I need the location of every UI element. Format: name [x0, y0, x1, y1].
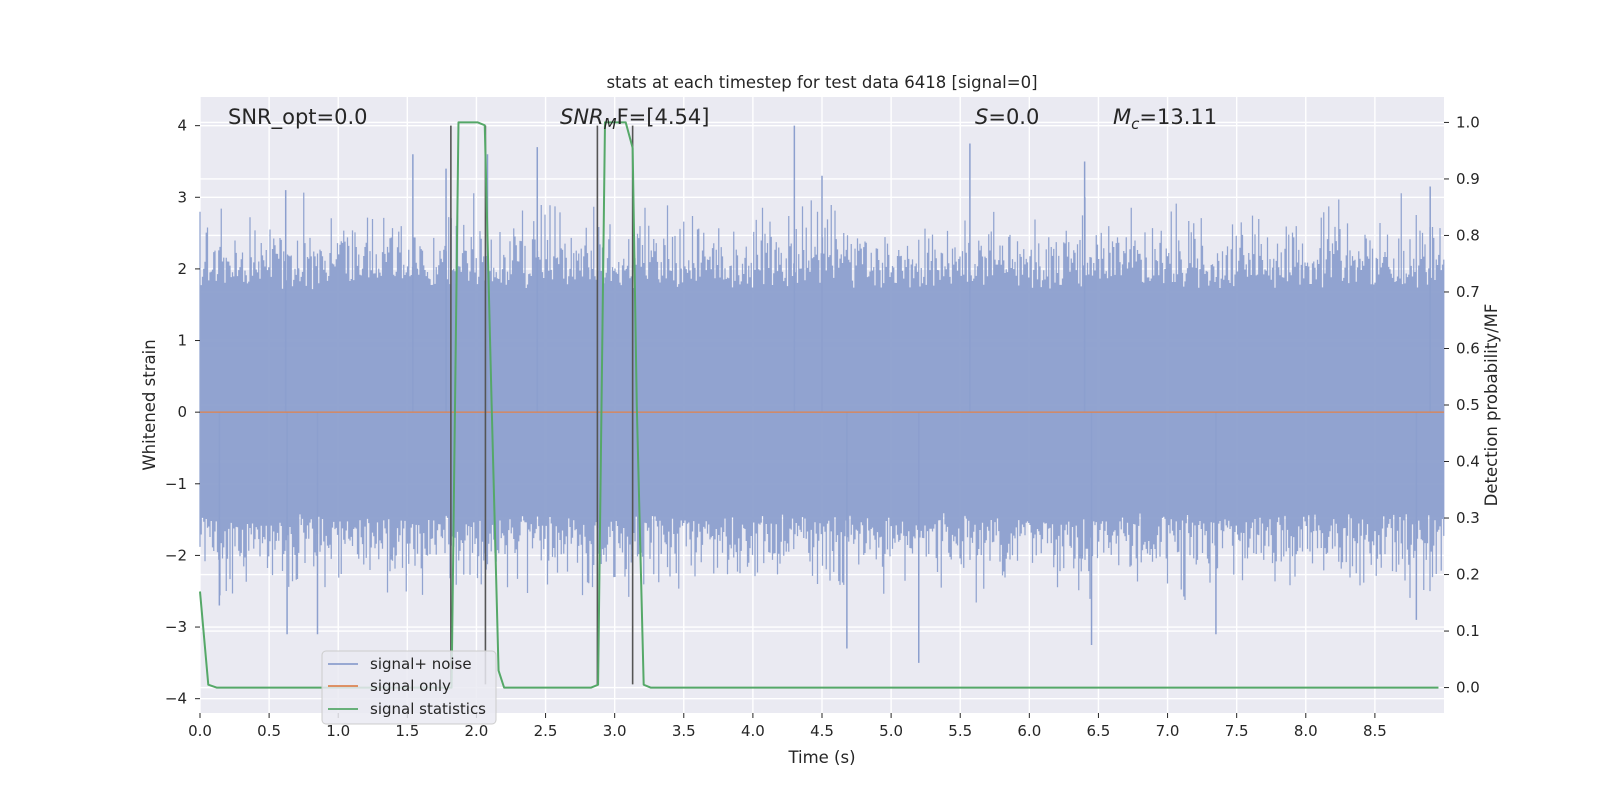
noise-trace — [199, 192, 1445, 603]
x-tick-label: 1.5 — [395, 722, 419, 740]
annotation-snr-opt: SNR_opt=0.0 — [228, 105, 368, 130]
left-y-axis-ticks: −4 −3 −2 −1 0 1 2 3 4 — [165, 117, 200, 708]
x-tick-label: 4.0 — [741, 722, 765, 740]
x-axis-label: Time (s) — [787, 748, 855, 767]
right-y-axis-label: Detection probability/MF — [1482, 304, 1501, 507]
left-y-tick-label: −2 — [165, 546, 187, 564]
left-y-tick-label: 1 — [177, 332, 187, 350]
x-tick-label: 0.5 — [257, 722, 281, 740]
x-tick-label: 2.5 — [534, 722, 558, 740]
legend-label-signal-only: signal only — [370, 677, 451, 695]
annotation-mc: Mc=13.11 — [1113, 105, 1217, 133]
left-y-tick-label: −4 — [165, 690, 187, 708]
annotation-s-rest: =0.0 — [988, 105, 1039, 129]
x-tick-label: 7.0 — [1156, 722, 1180, 740]
left-y-axis-label: Whitened strain — [140, 339, 159, 470]
right-y-axis-ticks: 0.0 0.1 0.2 0.3 0.4 0.5 0.6 0.7 0.8 0.9 1.0 — [1444, 113, 1480, 697]
vertical-markers — [450, 125, 634, 685]
legend-box — [321, 650, 497, 725]
x-tick-label: 8.5 — [1363, 722, 1387, 740]
left-y-tick-label: 2 — [177, 260, 187, 278]
annotation-s-base: S — [975, 105, 988, 129]
x-tick-label: 3.0 — [603, 722, 627, 740]
right-y-tick-label: 0.2 — [1456, 566, 1480, 584]
left-y-tick-label: −1 — [165, 475, 187, 493]
left-y-tick-label: 4 — [177, 117, 187, 135]
x-tick-label: 1.0 — [326, 722, 350, 740]
annotation-snr-mf-sub: M — [604, 115, 617, 133]
legend-label-signal-statistics: signal statistics — [370, 700, 486, 718]
right-y-tick-label: 0.3 — [1456, 509, 1480, 527]
legend-label-signal-noise: signal+ noise — [370, 655, 472, 673]
x-tick-label: 6.0 — [1017, 722, 1041, 740]
right-y-tick-label: 0.6 — [1456, 339, 1480, 357]
series-signal-noise — [199, 125, 1445, 663]
x-tick-label: 3.5 — [672, 722, 696, 740]
right-y-tick-label: 0.8 — [1456, 226, 1480, 244]
annotation-snr-mf: SNRMF=[4.54] — [560, 105, 709, 133]
left-y-tick-label: 0 — [177, 403, 187, 421]
left-y-tick-label: −3 — [165, 618, 187, 636]
right-y-tick-label: 0.9 — [1456, 170, 1480, 188]
right-y-tick-label: 0.4 — [1456, 453, 1480, 471]
x-axis-ticks: 0.0 0.5 1.0 1.5 2.0 2.5 3.0 3.5 4.0 4.5 5.0 5.5 6.0 6… — [188, 713, 1387, 740]
right-y-tick-label: 1.0 — [1456, 113, 1480, 131]
annotation-snr-mf-base: SNR — [560, 105, 604, 129]
right-y-tick-label: 0.1 — [1456, 622, 1480, 640]
x-tick-label: 5.5 — [948, 722, 972, 740]
x-tick-label: 0.0 — [188, 722, 212, 740]
legend: signal+ noise signal only signal statist… — [321, 650, 497, 725]
annotation-snr-mf-rest: F=[4.54] — [617, 105, 710, 129]
annotation-mc-sub: c — [1131, 115, 1140, 133]
x-tick-label: 7.5 — [1225, 722, 1249, 740]
x-tick-label: 8.0 — [1294, 722, 1318, 740]
left-y-tick-label: 3 — [177, 188, 187, 206]
right-y-tick-label: 0.0 — [1456, 679, 1480, 697]
annotation-s: S=0.0 — [975, 105, 1039, 129]
x-tick-label: 6.5 — [1087, 722, 1111, 740]
chart-title: stats at each timestep for test data 641… — [606, 73, 1037, 92]
annotation-mc-rest: =13.11 — [1139, 105, 1217, 129]
annotation-mc-base: M — [1113, 105, 1131, 129]
x-tick-label: 2.0 — [465, 722, 489, 740]
x-tick-label: 5.0 — [879, 722, 903, 740]
x-tick-label: 4.5 — [810, 722, 834, 740]
right-y-tick-label: 0.5 — [1456, 396, 1480, 414]
right-y-tick-label: 0.7 — [1456, 283, 1480, 301]
